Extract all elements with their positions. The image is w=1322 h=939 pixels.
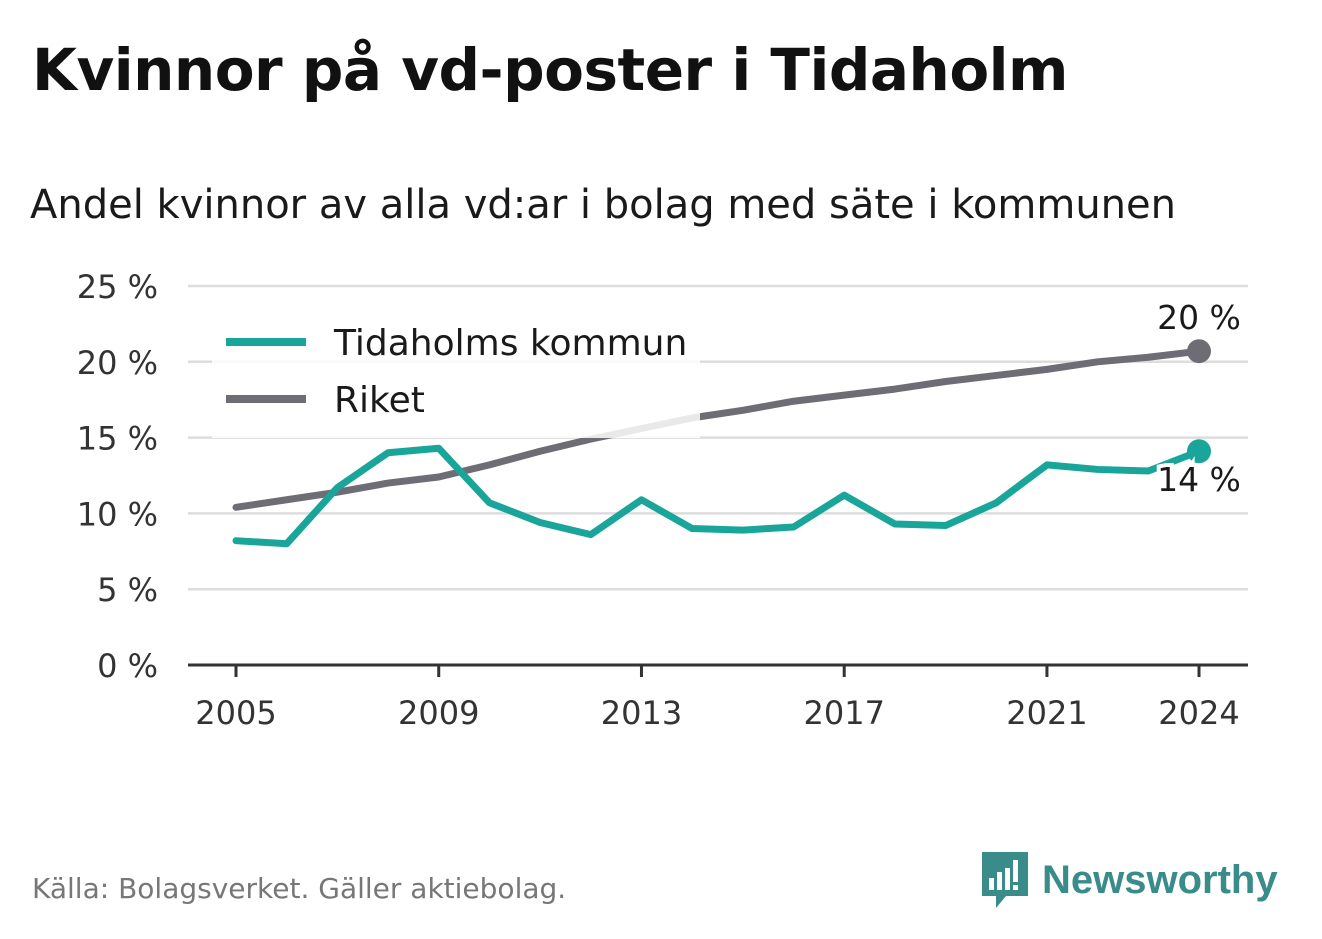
legend-label-riket: Riket [334,380,425,421]
data-point-riket [1187,339,1211,364]
y-tick-label: 20 % [77,344,158,382]
newsworthy-logo-icon [982,852,1028,908]
x-tick-label: 2024 [1158,694,1239,732]
series-line-tidaholm [232,444,1203,548]
x-tick-label: 2009 [398,694,479,732]
y-tick-label: 0 % [97,647,158,685]
chart-title: Kvinnor på vd-poster i Tidaholm [32,36,1068,104]
axes: 0 % 5 % 10 % 15 % 20 % 25 % 2005 2009 2013 2017 20… [77,268,1248,732]
x-tick-label: 2013 [601,694,682,732]
source-note: Källa: Bolagsverket. Gäller aktiebolag. [32,872,567,905]
series-lines [232,339,1211,548]
y-tick-label: 5 % [97,571,158,609]
y-tick-label: 15 % [77,420,158,458]
brand-logo[interactable]: Newsworthy [980,850,1278,910]
x-tick-label: 2021 [1006,694,1087,732]
x-tick-label: 2017 [803,694,884,732]
data-point-tidaholm [1187,439,1211,464]
end-label-tidaholm: 14 % [1157,460,1241,499]
legend: Tidaholms kommun Riket [212,318,700,438]
y-tick-label: 10 % [77,495,158,533]
end-labels: 14 % 20 % [1153,294,1245,503]
legend-label-tidaholm: Tidaholms kommun [333,323,687,364]
chart-subtitle: Andel kvinnor av alla vd:ar i bolag med … [30,182,1176,228]
end-label-riket: 20 % [1157,298,1241,337]
y-tick-label: 25 % [77,268,158,306]
x-tick-label: 2005 [195,694,276,732]
brand-name: Newsworthy [1042,857,1278,902]
series-line-riket [232,347,1203,511]
